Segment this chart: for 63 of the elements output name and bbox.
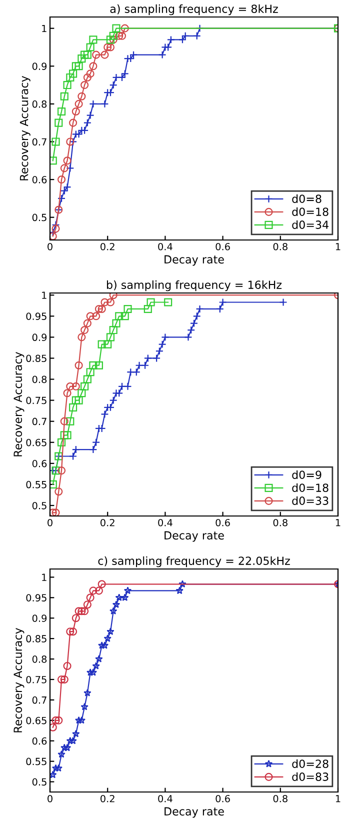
x-tick-label: 0.2 (100, 794, 114, 802)
x-axis-title: Decay rate (164, 531, 224, 542)
legend-label: d0=18 (292, 207, 328, 216)
y-tick-label: 0.6 (32, 460, 47, 468)
x-axis-title: Decay rate (164, 807, 224, 818)
x-axis-title: Decay rate (164, 255, 224, 266)
y-tick-label: 0.9 (32, 62, 47, 70)
legend-label: d0=8 (292, 194, 322, 204)
y-tick-label: 0.55 (26, 480, 46, 488)
x-tick-label: 0.6 (216, 242, 230, 250)
y-tick-label: 0.7 (32, 138, 46, 146)
y-tick-label: 1 (42, 24, 46, 32)
x-tick-label: 0.2 (100, 518, 114, 526)
legend-label: d0=33 (292, 496, 328, 505)
y-tick-label: 0.5 (32, 502, 46, 510)
legend-label: d0=18 (292, 483, 328, 492)
y-axis-title: Recovery Accuracy (20, 76, 30, 180)
x-tick-label: 0.6 (216, 518, 230, 526)
y-tick-label: 0.9 (32, 334, 47, 342)
y-tick-label: 1 (42, 574, 46, 581)
x-tick-label: 0.4 (158, 242, 172, 250)
x-tick-label: 0.4 (158, 794, 172, 802)
x-tick-label: 0.8 (273, 794, 288, 802)
y-axis-title: Recovery Accuracy (14, 352, 24, 456)
x-tick-label: 0.2 (100, 242, 114, 250)
chart-title: b) sampling frequency = 16kHz (106, 280, 282, 292)
x-tick-label: 0 (48, 518, 52, 526)
x-tick-label: 0 (48, 242, 52, 250)
y-tick-label: 0.75 (26, 676, 46, 684)
y-tick-label: 0.8 (32, 100, 47, 108)
x-tick-label: 0.8 (273, 518, 288, 526)
x-tick-label: 1 (336, 243, 340, 250)
y-tick-label: 1 (42, 292, 46, 299)
legend-label: d0=9 (292, 470, 322, 480)
legend-label: d0=83 (292, 772, 328, 781)
chart-title: c) sampling frequency = 22.05kHz (98, 556, 290, 568)
x-tick-label: 0 (48, 794, 52, 802)
y-tick-label: 0.6 (32, 737, 47, 745)
x-tick-label: 0.4 (158, 518, 172, 526)
y-tick-label: 0.7 (32, 696, 46, 704)
y-tick-label: 0.85 (26, 635, 46, 642)
x-tick-label: 1 (336, 519, 340, 526)
y-tick-label: 0.95 (26, 594, 46, 602)
y-tick-label: 0.55 (26, 758, 46, 766)
x-tick-label: 0.6 (216, 794, 230, 802)
y-tick-label: 0.65 (26, 438, 46, 446)
y-tick-label: 0.5 (32, 778, 46, 786)
x-tick-label: 0.8 (273, 242, 288, 250)
y-tick-label: 0.6 (32, 176, 47, 184)
y-tick-label: 0.9 (32, 614, 47, 622)
x-tick-label: 1 (336, 795, 340, 802)
y-tick-label: 0.75 (26, 396, 46, 404)
y-tick-label: 0.8 (32, 655, 47, 663)
y-axis-title: Recovery Accuracy (14, 628, 24, 732)
y-tick-label: 0.8 (32, 376, 47, 384)
y-tick-label: 0.5 (32, 214, 46, 222)
y-tick-label: 0.65 (26, 716, 46, 724)
y-tick-label: 0.95 (26, 312, 46, 320)
legend-label: d0=28 (292, 759, 328, 768)
y-tick-label: 0.7 (32, 418, 46, 426)
legend-label: d0=34 (292, 220, 328, 229)
chart-title: a) sampling frequency = 8kHz (110, 4, 278, 16)
y-tick-label: 0.85 (26, 354, 46, 362)
